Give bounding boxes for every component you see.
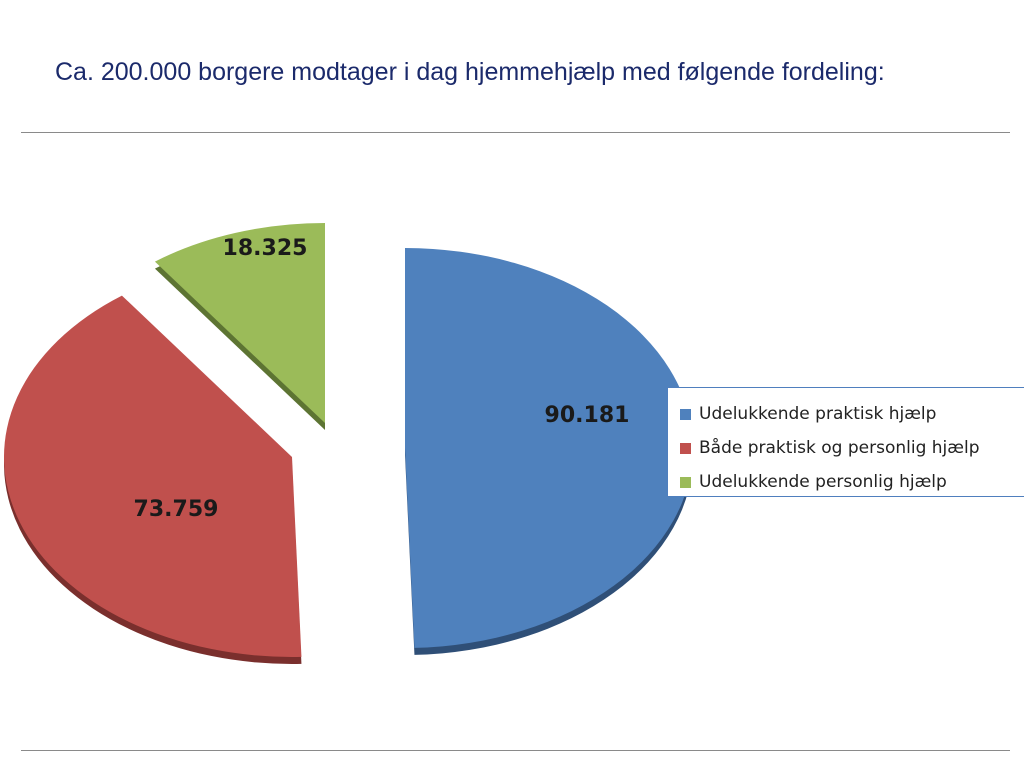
- data-label: 18.325: [223, 236, 308, 261]
- bottom-divider: [21, 750, 1010, 751]
- top-divider: [21, 132, 1010, 133]
- legend-label: Udelukkende praktisk hjælp: [699, 404, 937, 424]
- legend-swatch: [680, 442, 691, 454]
- legend-label: Udelukkende personlig hjælp: [699, 472, 947, 492]
- legend-label: Både praktisk og personlig hjælp: [699, 438, 980, 458]
- page-title: Ca. 200.000 borgere modtager i dag hjemm…: [55, 58, 885, 86]
- pie-slice: [405, 248, 693, 648]
- legend-swatch: [680, 408, 691, 420]
- pie-slice: [4, 295, 302, 657]
- legend-item-praktisk: Udelukkende praktisk hjælp: [680, 397, 1024, 431]
- legend-item-personlig: Udelukkende personlig hjælp: [680, 465, 1024, 499]
- chart-legend: Udelukkende praktisk hjælp Både praktisk…: [667, 387, 1024, 497]
- pie-slice: [154, 223, 325, 423]
- data-label: 90.181: [545, 403, 630, 428]
- legend-item-begge: Både praktisk og personlig hjælp: [680, 431, 1024, 465]
- data-label: 73.759: [134, 497, 219, 522]
- legend-swatch: [680, 476, 691, 488]
